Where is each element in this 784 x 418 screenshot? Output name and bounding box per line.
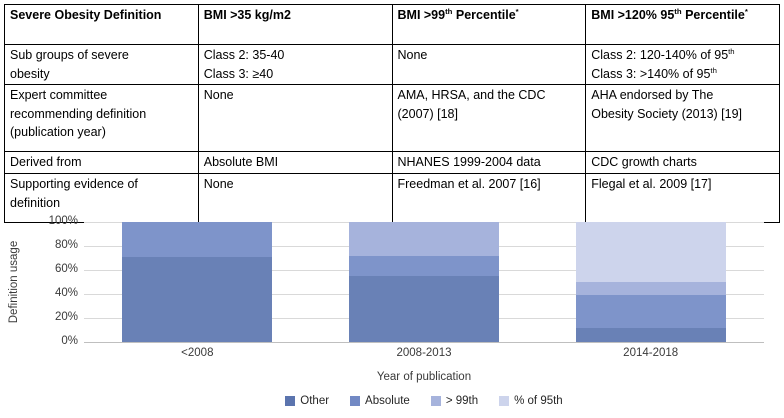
table-header-row: Severe Obesity Definition BMI >35 kg/m2 BM… bbox=[4, 4, 780, 45]
category-label: <2008 bbox=[181, 347, 214, 359]
category-label: 2014-2018 bbox=[623, 347, 679, 359]
bar-2014-2018 bbox=[575, 222, 726, 342]
header-cell-1: BMI >35 kg/m2 bbox=[197, 4, 393, 45]
cell-line: AHA endorsed by The bbox=[591, 88, 714, 102]
legend-label: Absolute bbox=[365, 395, 410, 407]
legend-item-Absolute: Absolute bbox=[350, 395, 410, 407]
cell-line: Derived from bbox=[10, 155, 82, 169]
cell-r1-c1: None bbox=[197, 84, 393, 152]
bar-segment-Absolute bbox=[122, 222, 273, 257]
cell-line: Class 2: 35-40 bbox=[203, 48, 285, 62]
cell-line: Obesity Society (2013) [19] bbox=[591, 106, 743, 121]
cell-line: None bbox=[203, 88, 234, 102]
cell-line: Class 3: ≥40 bbox=[203, 66, 274, 81]
cell-line: Class 3: >140% of 95th bbox=[591, 65, 717, 81]
cell-r3-c3: Flegal et al. 2009 [17] bbox=[585, 173, 780, 223]
cell-r3-c2: Freedman et al. 2007 [16] bbox=[391, 173, 587, 223]
cell-r1-c2: AMA, HRSA, and the CDC (2007) [18] bbox=[391, 84, 587, 152]
cell-r2-c0: Derived from bbox=[4, 151, 199, 174]
cell-r0-c2: None bbox=[391, 44, 587, 85]
bar-segment-Other bbox=[122, 256, 273, 342]
bar-segment-Absolute bbox=[349, 255, 499, 276]
y-tick-label: 0% bbox=[61, 335, 78, 347]
y-tick-label: 40% bbox=[54, 287, 78, 299]
cell-line: CDC growth charts bbox=[591, 155, 697, 169]
legend-item-> 99th: > 99th bbox=[430, 395, 479, 407]
cell-r0-c1: Class 2: 35-40 Class 3: ≥40 bbox=[197, 44, 393, 85]
bar-segment-> 99th bbox=[349, 222, 499, 256]
cell-r2-c1: Absolute BMI bbox=[197, 151, 393, 174]
cell-line: (publication year) bbox=[10, 125, 106, 139]
cell-line: Expert committee bbox=[10, 88, 108, 102]
legend-label: % of 95th bbox=[514, 395, 563, 407]
cell-r2-c2: NHANES 1999-2004 data bbox=[391, 151, 587, 174]
y-tick-label: 60% bbox=[54, 263, 78, 275]
bar-segment-Other bbox=[575, 327, 726, 342]
y-tick-label: 100% bbox=[48, 215, 78, 227]
header-cell-0: Severe Obesity Definition bbox=[4, 4, 199, 45]
x-axis-category-labels: <2008 2008-2013 2014-2018 bbox=[84, 347, 764, 359]
table-row-0: Sub groups of severe obesity Class 2: 35-4… bbox=[4, 44, 780, 85]
legend-swatch-% of 95th bbox=[499, 396, 510, 406]
cell-line: NHANES 1999-2004 data bbox=[397, 155, 541, 169]
legend-swatch-> 99th bbox=[430, 396, 441, 406]
bar-2008-2013 bbox=[349, 222, 499, 342]
legend-label: Other bbox=[300, 395, 330, 407]
cell-line: None bbox=[397, 48, 428, 62]
cell-r1-c3: AHA endorsed by The Obesity Society (2013… bbox=[585, 84, 780, 152]
cell-line: None bbox=[203, 177, 234, 191]
legend-swatch-Absolute bbox=[350, 396, 361, 406]
cell-line: Class 2: 120-140% of 95th bbox=[591, 46, 735, 62]
severe-obesity-definition-table: Severe Obesity Definition BMI >35 kg/m2 BM… bbox=[4, 4, 780, 223]
legend-label: > 99th bbox=[445, 395, 479, 407]
cell-line: BMI >99th Percentile* bbox=[397, 6, 519, 22]
chart-legend: Other Absolute > 99th % of 95th bbox=[84, 395, 764, 407]
y-axis-title: Definition usage bbox=[8, 240, 20, 324]
cell-line: BMI >35 kg/m2 bbox=[203, 8, 291, 22]
legend-item-Other: Other bbox=[285, 395, 329, 407]
cell-line: AMA, HRSA, and the CDC bbox=[397, 88, 546, 102]
cell-line: Flegal et al. 2009 [17] bbox=[591, 177, 712, 191]
header-cell-2: BMI >99th Percentile* bbox=[391, 4, 587, 45]
y-tick-label: 80% bbox=[54, 239, 78, 251]
table-body: Sub groups of severe obesity Class 2: 35-4… bbox=[4, 44, 780, 223]
plot-area bbox=[84, 222, 764, 343]
legend-item-% of 95th: % of 95th bbox=[499, 395, 563, 407]
table-row-3: Supporting evidence of definition None Free… bbox=[4, 173, 780, 223]
cell-r2-c3: CDC growth charts bbox=[585, 151, 780, 174]
cell-line: Absolute BMI bbox=[203, 155, 279, 169]
bar-slot-2008-2013 bbox=[311, 222, 538, 342]
x-axis-line bbox=[84, 341, 764, 343]
y-tick-label: 20% bbox=[54, 311, 78, 323]
cell-line: Severe Obesity Definition bbox=[10, 8, 162, 22]
cell-line: Sub groups of severe bbox=[10, 48, 129, 62]
cell-line: (2007) [18] bbox=[397, 106, 458, 121]
bar-segment-> 99th bbox=[575, 282, 726, 296]
table-row-2: Derived from Absolute BMI NHANES 1999-2004… bbox=[4, 151, 780, 174]
cell-line: Freedman et al. 2007 [16] bbox=[397, 177, 541, 191]
bar-slot-<2008 bbox=[84, 222, 311, 342]
bar-slots bbox=[84, 222, 764, 342]
header-cell-3: BMI >120% 95th Percentile* bbox=[585, 4, 780, 45]
category-label: 2008-2013 bbox=[396, 347, 452, 359]
cell-r3-c1: None bbox=[197, 173, 393, 223]
cell-line: Supporting evidence of bbox=[10, 177, 138, 191]
bar-<2008 bbox=[122, 222, 273, 342]
bar-segment-Absolute bbox=[575, 295, 726, 328]
cell-r3-c0: Supporting evidence of definition bbox=[4, 173, 199, 223]
cell-line: definition bbox=[10, 195, 61, 210]
legend-swatch-Other bbox=[285, 396, 296, 406]
x-axis-title: Year of publication bbox=[376, 371, 472, 383]
bar-slot-2014-2018 bbox=[537, 222, 764, 342]
cell-r0-c3: Class 2: 120-140% of 95th Class 3: >140% … bbox=[585, 44, 780, 85]
cell-line: recommending definition bbox=[10, 106, 147, 121]
cell-line: obesity bbox=[10, 66, 50, 81]
bar-segment-Other bbox=[349, 276, 499, 342]
bar-segment-% of 95th bbox=[575, 222, 726, 283]
cell-line: BMI >120% 95th Percentile* bbox=[591, 6, 748, 22]
table-row-1: Expert committee recommending definition (… bbox=[4, 84, 780, 152]
cell-r1-c0: Expert committee recommending definition (… bbox=[4, 84, 199, 152]
cell-r0-c0: Sub groups of severe obesity bbox=[4, 44, 199, 85]
